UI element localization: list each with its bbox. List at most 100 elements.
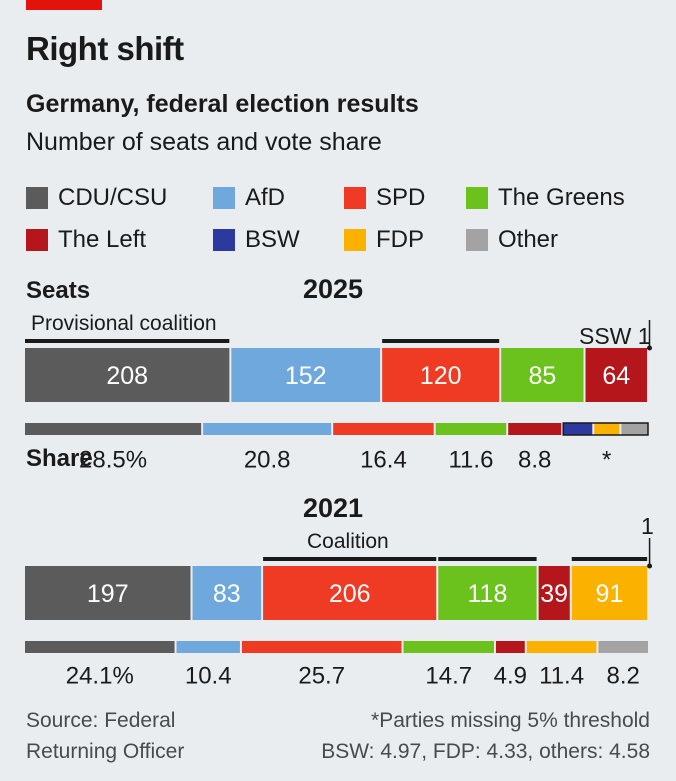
- share-bar-2025-afd: [203, 423, 332, 435]
- legend-swatch: [466, 187, 488, 209]
- seat-bar-2025-the-greens: [501, 348, 584, 402]
- seat-value-2025-spd: 120: [420, 362, 462, 390]
- legend-swatch: [213, 229, 235, 251]
- share-value-2021-spd: 25.7: [298, 663, 345, 690]
- share-value-2025-bsw: *: [602, 447, 611, 474]
- legend-label: AfD: [245, 184, 286, 211]
- legend-label: Other: [498, 226, 559, 253]
- chart-subtitle: Germany, federal election results: [26, 90, 419, 118]
- share-value-2021-cdu-csu: 24.1%: [66, 663, 134, 690]
- share-bar-2021-the-greens: [403, 641, 494, 653]
- legend-swatch: [213, 187, 235, 209]
- seat-value-2021-spd: 206: [329, 580, 371, 608]
- share-bar-2021-spd: [241, 641, 402, 653]
- coalition-bracket-2025-spd: [382, 339, 500, 343]
- legend-swatch: [344, 229, 366, 251]
- share-bar-2025-cdu-csu: [25, 423, 202, 435]
- note-line-1: *Parties missing 5% threshold: [371, 709, 650, 732]
- share-bar-2021-afd: [176, 641, 240, 653]
- legend-swatch: [344, 187, 366, 209]
- share-value-2025-the-greens: 11.6: [448, 447, 493, 474]
- legend-label: SPD: [376, 184, 426, 211]
- ssw-annotation-2025: SSW 1: [579, 323, 651, 349]
- share-bar-2025-bsw: [563, 423, 593, 435]
- share-value-2021-other: 8.2: [607, 663, 640, 690]
- brand-tag: [26, 0, 102, 10]
- legend-item-cdu: CDU/CSU: [26, 184, 167, 212]
- chart-title: Right shift: [26, 30, 184, 67]
- seat-value-2021-fdp: 91: [596, 580, 624, 608]
- legend-label: BSW: [245, 226, 300, 253]
- seat-bar-2021-the-left: [538, 566, 570, 620]
- year-2025-label: 2025: [303, 274, 364, 304]
- share-bar-2025-the-greens: [435, 423, 507, 435]
- share-value-2021-the-left: 4.9: [494, 663, 527, 690]
- seats-label: Seats: [26, 277, 91, 304]
- year-2021-label: 2021: [303, 493, 364, 523]
- seat-bar-2025-afd: [231, 348, 381, 402]
- coalition-label-2025: Provisional coalition: [31, 312, 217, 335]
- share-bar-2025-spd: [333, 423, 434, 435]
- share-value-2021-fdp: 11.4: [539, 663, 584, 690]
- seat-bar-2025-the-left: [585, 348, 648, 402]
- note-line-2: BSW: 4.97, FDP: 4.33, others: 4.58: [321, 740, 650, 763]
- legend-swatch: [26, 229, 48, 251]
- legend-swatch: [466, 229, 488, 251]
- seat-bar-2025-spd: [382, 348, 500, 402]
- legend-swatch: [26, 187, 48, 209]
- share-value-2025-spd: 16.4: [360, 447, 407, 474]
- legend-item-fdp: FDP: [344, 226, 424, 254]
- share-value-2025-the-left: 8.8: [518, 447, 551, 474]
- share-bar-2021-the-left: [495, 641, 525, 653]
- seat-bar-2021-afd: [192, 566, 262, 620]
- ssw-marker-2021: [647, 563, 653, 569]
- share-value-2025-afd: 20.8: [244, 447, 291, 474]
- seat-bar-2025-cdu-csu: [25, 348, 230, 402]
- coalition-bracket-2021-spd: [263, 557, 437, 561]
- source-note: Source: Federal Returning Officer: [26, 705, 184, 767]
- seat-bar-2021-the-greens: [438, 566, 537, 620]
- seat-value-2021-afd: 83: [213, 580, 241, 608]
- share-bar-2021-other: [598, 641, 648, 653]
- legend-label: The Greens: [498, 184, 625, 211]
- threshold-outline-2025: [562, 422, 649, 436]
- seat-value-2025-the-left: 64: [602, 362, 630, 390]
- share-bar-2021-cdu-csu: [25, 641, 175, 653]
- seat-bar-2021-fdp: [571, 566, 648, 620]
- seat-bar-2021-cdu-csu: [25, 566, 191, 620]
- legend-item-bsw: BSW: [213, 226, 300, 254]
- share-bar-2025-the-left: [508, 423, 562, 435]
- legend-item-spd: SPD: [344, 184, 425, 212]
- seat-value-2021-the-left: 39: [540, 580, 568, 608]
- seat-value-2025-the-greens: 85: [528, 362, 556, 390]
- seat-bar-2021-spd: [263, 566, 437, 620]
- seat-value-2025-cdu-csu: 208: [106, 362, 148, 390]
- seat-value-2021-cdu-csu: 197: [87, 580, 129, 608]
- legend-item-left: The Left: [26, 226, 146, 254]
- share-bar-2025-other: [621, 423, 648, 435]
- source-line-2: Returning Officer: [26, 740, 185, 763]
- seat-value-2025-afd: 152: [285, 362, 327, 390]
- legend-item-other: Other: [466, 226, 558, 254]
- coalition-bracket-2025-cdu-csu: [25, 339, 230, 343]
- share-bar-2021-fdp: [526, 641, 597, 653]
- share-value-2021-afd: 10.4: [185, 663, 232, 690]
- share-value-2021-the-greens: 14.7: [425, 663, 472, 690]
- share-label: Share: [26, 445, 93, 472]
- legend-label: CDU/CSU: [58, 184, 168, 211]
- share-value-2025-cdu-csu: 28.5%: [79, 447, 147, 474]
- source-line-1: Source: Federal: [26, 709, 176, 732]
- seat-value-2021-the-greens: 118: [468, 580, 508, 608]
- share-bar-2025-fdp: [594, 423, 620, 435]
- chart-description: Number of seats and vote share: [26, 128, 382, 156]
- legend-label: The Left: [58, 226, 147, 253]
- ssw-annotation-2021: 1: [641, 513, 654, 539]
- threshold-note: *Parties missing 5% threshold BSW: 4.97,…: [321, 705, 650, 767]
- ssw-marker-2025: [647, 345, 653, 351]
- coalition-bracket-2021-fdp: [571, 557, 648, 561]
- legend-item-greens: The Greens: [466, 184, 625, 212]
- legend-label: FDP: [376, 226, 424, 253]
- legend-item-afd: AfD: [213, 184, 285, 212]
- coalition-label-2021: Coalition: [307, 530, 389, 553]
